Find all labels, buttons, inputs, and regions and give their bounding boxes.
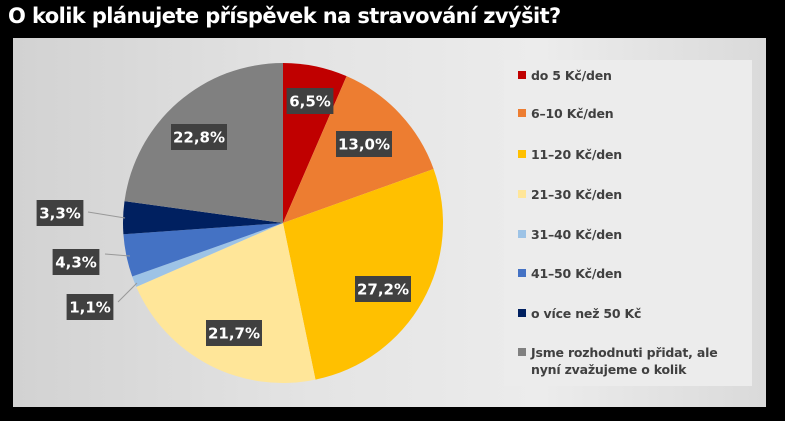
legend-item: 11–20 Kč/den xyxy=(518,146,622,163)
legend-label: 41–50 Kč/den xyxy=(531,266,622,281)
data-label: 3,3% xyxy=(36,200,84,226)
legend-swatch xyxy=(518,109,526,117)
svg-text:3,3%: 3,3% xyxy=(39,205,81,223)
data-label: 13,0% xyxy=(336,131,392,157)
svg-text:6,5%: 6,5% xyxy=(289,93,331,111)
legend-item: Jsme rozhodnuti přidat, ale nyní zvažuje… xyxy=(518,344,748,378)
svg-text:1,1%: 1,1% xyxy=(69,299,111,317)
legend-label: Jsme rozhodnuti přidat, ale nyní zvažuje… xyxy=(531,345,718,377)
legend-swatch xyxy=(518,348,526,356)
leader-line xyxy=(117,282,138,303)
data-label: 21,7% xyxy=(206,320,262,346)
legend-label: 31–40 Kč/den xyxy=(531,227,622,242)
legend-swatch xyxy=(518,71,526,79)
legend-label: 11–20 Kč/den xyxy=(531,147,622,162)
pie-slice xyxy=(136,223,316,383)
svg-text:22,8%: 22,8% xyxy=(173,129,225,147)
legend-swatch xyxy=(518,269,526,277)
data-label: 22,8% xyxy=(171,124,227,150)
legend-item: 6–10 Kč/den xyxy=(518,105,614,122)
legend-item: 31–40 Kč/den xyxy=(518,226,622,243)
pie-slice xyxy=(132,223,283,287)
svg-text:21,7%: 21,7% xyxy=(208,325,260,343)
legend-label: o více než 50 Kč xyxy=(531,306,642,321)
legend-swatch xyxy=(518,190,526,198)
legend-swatch xyxy=(518,150,526,158)
leader-line xyxy=(87,211,126,219)
chart-title: O kolik plánujete příspěvek na stravován… xyxy=(8,4,561,28)
data-label: 27,2% xyxy=(355,276,411,302)
data-label: 1,1% xyxy=(66,294,114,320)
legend-label: 6–10 Kč/den xyxy=(531,106,614,121)
data-label: 4,3% xyxy=(52,249,100,275)
pie-slice xyxy=(123,201,283,235)
pie-slice xyxy=(283,168,443,380)
legend-item: do 5 Kč/den xyxy=(518,67,612,84)
legend-item: 41–50 Kč/den xyxy=(518,265,622,282)
pie-slice xyxy=(123,223,283,277)
leader-line xyxy=(104,253,131,257)
legend-label: do 5 Kč/den xyxy=(531,68,612,83)
legend-swatch xyxy=(518,230,526,238)
legend-item: 21–30 Kč/den xyxy=(518,186,622,203)
legend-box xyxy=(504,60,752,386)
svg-text:27,2%: 27,2% xyxy=(357,281,409,299)
svg-text:4,3%: 4,3% xyxy=(55,254,97,272)
legend-item: o více než 50 Kč xyxy=(518,305,641,322)
legend-label: 21–30 Kč/den xyxy=(531,187,622,202)
svg-text:13,0%: 13,0% xyxy=(338,136,390,154)
data-label: 6,5% xyxy=(286,88,334,114)
legend-swatch xyxy=(518,309,526,317)
